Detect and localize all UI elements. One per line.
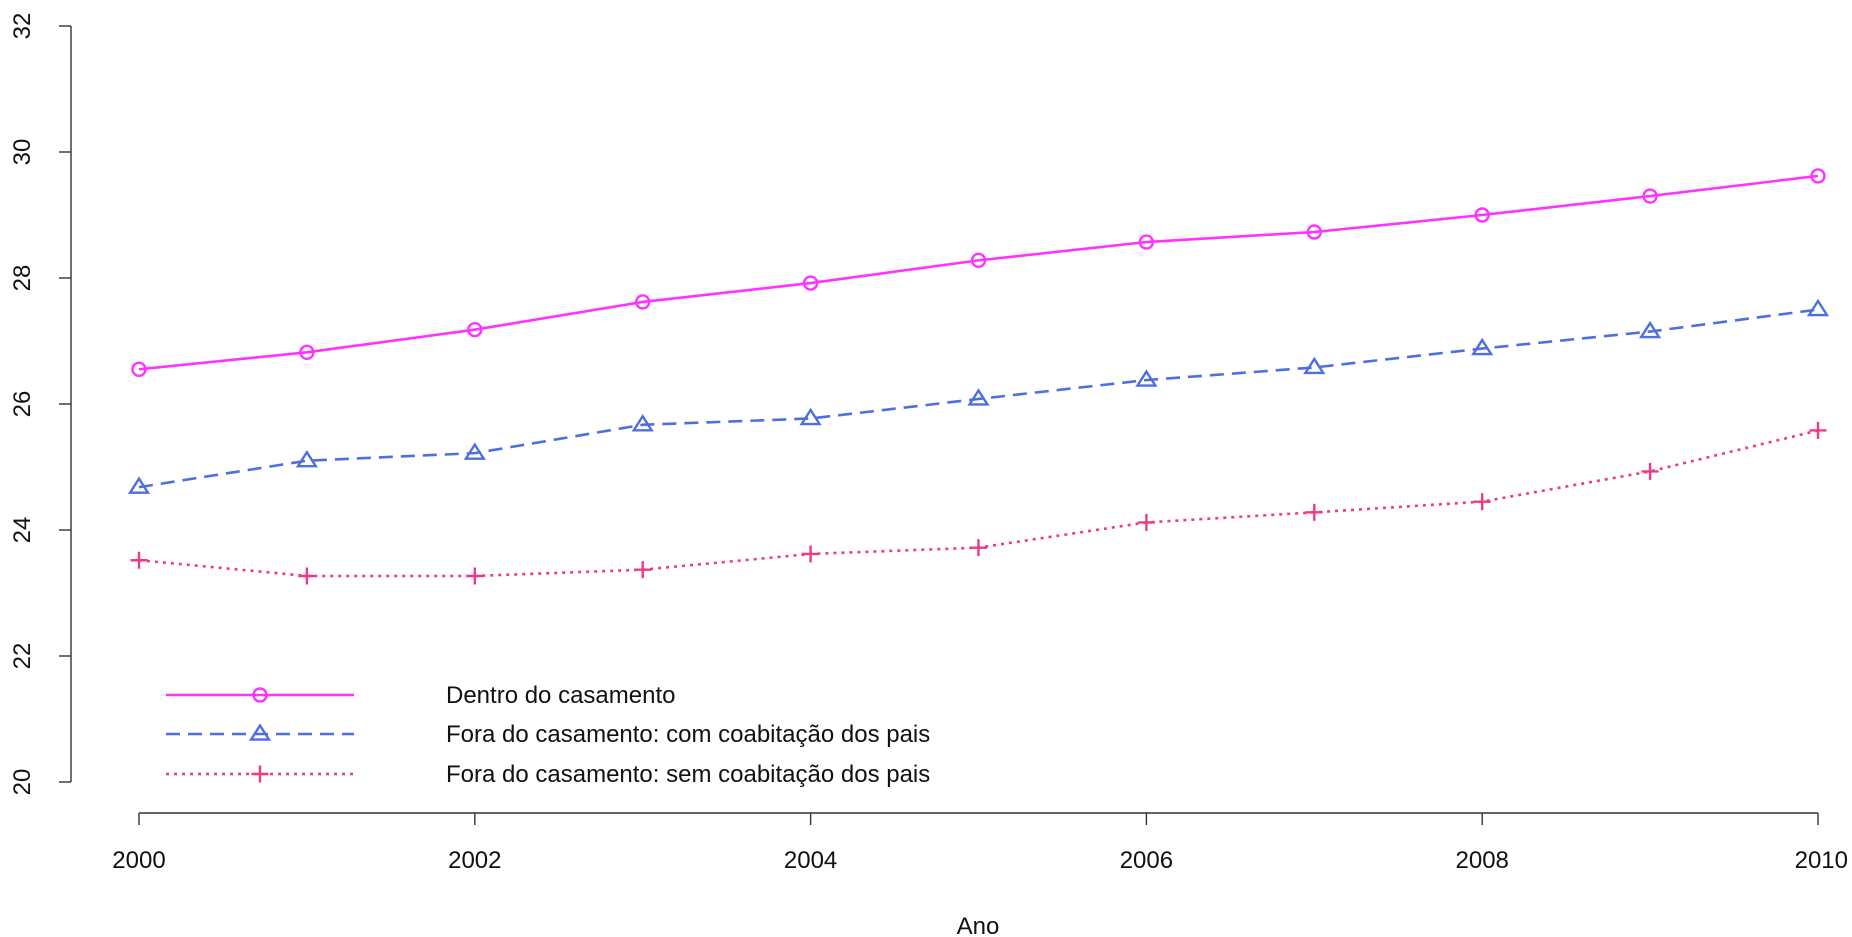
series-layer — [127, 168, 1830, 585]
x-tick-label: 2006 — [1120, 847, 1173, 874]
data-point — [1471, 337, 1494, 356]
series-3 — [130, 421, 1827, 585]
data-point — [295, 449, 319, 468]
data-point — [1303, 356, 1326, 375]
series-line — [138, 174, 1819, 371]
data-point — [635, 294, 651, 310]
series-1 — [131, 168, 1826, 378]
x-axis: 2000 2002 2004 2006 2008 2010 — [112, 812, 1848, 874]
data-point — [967, 388, 990, 406]
data-point — [1305, 503, 1323, 521]
series-2 — [127, 298, 1830, 494]
data-point — [802, 275, 819, 291]
legend-marker — [252, 687, 268, 703]
legend-entry: Fora do casamento: com coabitação dos pa… — [166, 721, 930, 748]
x-axis-title: Ano — [957, 913, 1000, 937]
series-line — [138, 308, 1819, 489]
y-tick-label: 26 — [9, 391, 36, 418]
x-tick-label: 2002 — [448, 847, 501, 874]
data-point — [299, 344, 315, 361]
legend-entry: Fora do casamento: sem coabitação dos pa… — [166, 761, 930, 788]
data-point — [1810, 168, 1826, 184]
data-point — [127, 476, 151, 494]
legend-marker — [251, 765, 269, 783]
y-tick-label: 24 — [9, 517, 36, 544]
data-point — [1641, 462, 1659, 480]
data-point — [1474, 207, 1490, 223]
data-point — [131, 361, 147, 378]
y-axis: 20 22 24 26 28 30 32 — [9, 13, 72, 796]
x-tick-label: 2000 — [112, 847, 165, 874]
data-point — [1642, 188, 1658, 204]
x-tick-label: 2004 — [784, 847, 837, 874]
data-point — [1137, 513, 1155, 531]
data-point — [466, 567, 484, 585]
data-point — [1806, 298, 1830, 317]
legend: Dentro do casamento Fora do casamento: co… — [166, 682, 930, 788]
data-point — [1473, 493, 1491, 511]
legend-label: Fora do casamento: com coabitação dos pa… — [446, 721, 930, 748]
data-point — [1809, 421, 1827, 439]
data-point — [1638, 320, 1662, 339]
data-point — [1306, 224, 1323, 240]
y-tick-label: 32 — [9, 13, 36, 40]
y-tick-label: 20 — [9, 769, 36, 796]
x-tick-label: 2008 — [1456, 847, 1509, 874]
data-point — [634, 561, 652, 579]
y-tick-label: 22 — [9, 643, 36, 670]
data-point — [799, 407, 822, 426]
data-point — [463, 442, 486, 460]
data-point — [130, 551, 148, 569]
data-point — [1138, 234, 1155, 250]
data-point — [467, 321, 483, 338]
data-point — [802, 545, 820, 563]
legend-marker — [248, 723, 272, 741]
data-point — [631, 414, 654, 432]
y-tick-label: 28 — [9, 265, 36, 292]
data-point — [970, 252, 987, 269]
legend-entry: Dentro do casamento — [166, 682, 675, 709]
legend-label: Fora do casamento: sem coabitação dos pa… — [446, 761, 930, 788]
legend-label: Dentro do casamento — [446, 682, 675, 709]
data-point — [298, 567, 316, 585]
y-tick-label: 30 — [9, 139, 36, 166]
x-tick-label: 2010 — [1795, 847, 1848, 874]
data-point — [970, 539, 987, 557]
data-point — [1135, 369, 1158, 387]
